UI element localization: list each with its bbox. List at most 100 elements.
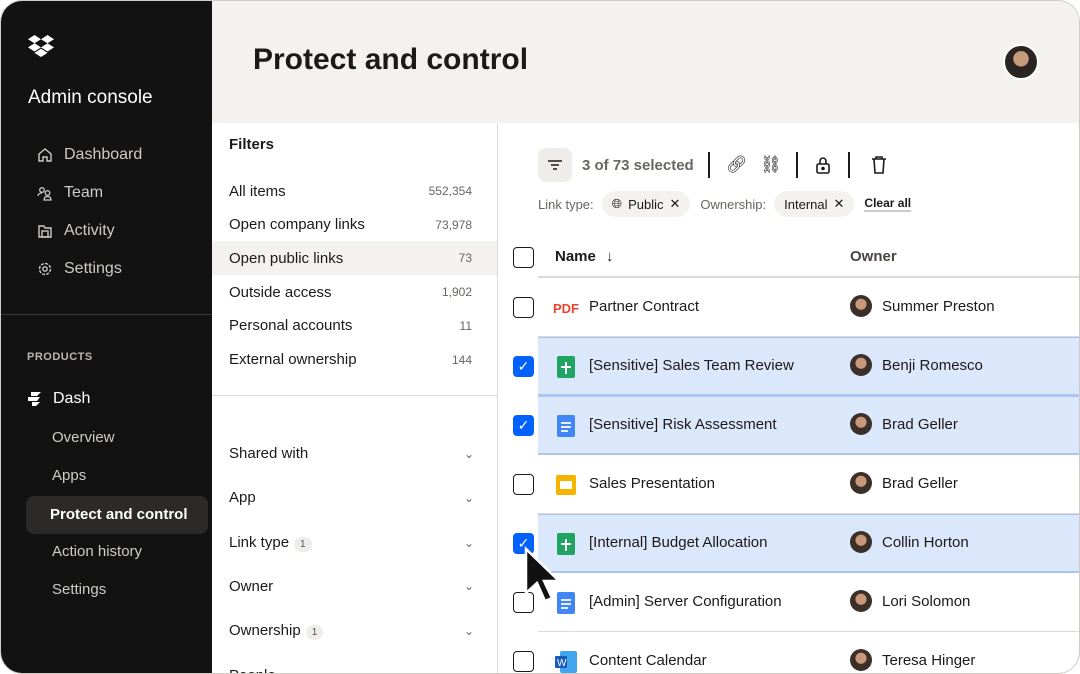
user-avatar[interactable]: [1003, 44, 1039, 80]
file-name[interactable]: [Admin] Server Configuration: [589, 593, 782, 610]
app-title: Admin console: [28, 87, 153, 108]
count-badge: 1: [294, 536, 312, 552]
filter-item[interactable]: Outside access 1,902: [212, 275, 497, 309]
filter-item[interactable]: All items 552,354: [212, 174, 497, 208]
filter-label: Open company links: [229, 216, 365, 234]
select-all-checkbox[interactable]: [513, 247, 534, 268]
owner-column-header[interactable]: Owner: [850, 248, 897, 265]
clear-all-link[interactable]: Clear all: [864, 196, 912, 212]
row-checkbox[interactable]: [513, 592, 534, 613]
nav-activity[interactable]: Activity: [37, 222, 115, 240]
filter-icon: [548, 160, 562, 170]
table-row[interactable]: ✓ [Sensitive] Risk Assessment Brad Geller: [498, 396, 1079, 455]
slides-icon: [556, 475, 576, 495]
filter-button[interactable]: [538, 148, 572, 182]
trash-icon[interactable]: [862, 156, 896, 174]
unlink-icon[interactable]: ⛓︎: [759, 155, 782, 174]
file-name[interactable]: Sales Presentation: [589, 475, 715, 492]
owner-name: Brad Geller: [882, 415, 958, 433]
owner-name: Lori Solomon: [882, 592, 971, 610]
filter-item[interactable]: Open company links 73,978: [212, 208, 497, 242]
dash-icon: [28, 392, 41, 406]
table-row[interactable]: ✓ [Internal] Budget Allocation Collin Hort…: [498, 514, 1079, 573]
document-icon: [557, 415, 575, 437]
avatar: [850, 649, 872, 671]
chevron-down-icon: ⌄: [463, 490, 474, 505]
sub-action-history[interactable]: Action history: [52, 543, 143, 560]
filter-item[interactable]: External ownership 144: [212, 343, 497, 377]
row-checkbox[interactable]: [513, 297, 534, 318]
document-icon: [557, 592, 575, 614]
filters-title: Filters: [229, 136, 275, 153]
products-heading: PRODUCTS: [27, 351, 93, 363]
filter-count: 1,902: [441, 285, 472, 300]
filter-item[interactable]: Open public links 73: [212, 241, 497, 276]
sub-settings[interactable]: Settings: [52, 581, 107, 598]
divider: [1, 314, 212, 315]
sub-protect-and-control[interactable]: Protect and control: [26, 496, 208, 534]
remove-icon[interactable]: ✕: [833, 196, 845, 211]
filter-label: External ownership: [229, 351, 357, 368]
row-checkbox[interactable]: [513, 651, 534, 672]
accordion-filter[interactable]: Ownership 1 ⌄: [229, 622, 474, 641]
row-checkbox[interactable]: ✓: [513, 356, 534, 377]
nav-dashboard[interactable]: Dashboard: [37, 146, 142, 164]
table-row[interactable]: W Content Calendar Teresa Hinger: [498, 632, 1079, 673]
accordion-filter[interactable]: Shared with ⌄: [229, 445, 474, 462]
chip-label: Internal: [784, 196, 828, 212]
filter-count: 73: [458, 251, 472, 266]
owner-name: Benji Romesco: [882, 356, 983, 374]
sub-overview[interactable]: Overview: [52, 429, 115, 446]
nav-label: Team: [64, 184, 104, 201]
filter-count: 144: [451, 352, 472, 367]
row-checkbox[interactable]: [513, 474, 534, 495]
accordion-filter[interactable]: People: [229, 667, 474, 674]
page-header: Protect and control: [212, 1, 1079, 123]
avatar: [850, 295, 872, 317]
nav-team[interactable]: Team: [37, 184, 103, 202]
accordion-label: Ownership: [229, 622, 301, 640]
product-label: Dash: [53, 390, 91, 407]
remove-icon[interactable]: ✕: [669, 196, 681, 211]
accordion-filter[interactable]: App ⌄: [229, 489, 474, 506]
avatar: [850, 472, 872, 494]
chip-public[interactable]: 🌐︎ Public ✕: [601, 191, 691, 217]
sub-apps[interactable]: Apps: [52, 467, 87, 484]
row-checkbox[interactable]: ✓: [513, 533, 534, 554]
file-name[interactable]: Partner Contract: [589, 298, 700, 315]
activity-icon: [38, 225, 52, 238]
toolbar: 3 of 73 selected 🔗︎ ⛓︎: [538, 148, 896, 182]
product-dash[interactable]: Dash: [28, 390, 90, 408]
pdf-icon: PDF: [553, 300, 579, 316]
table-row[interactable]: ✓ [Sensitive] Sales Team Review Benji Rome…: [498, 337, 1079, 396]
selection-count: 3 of 73 selected: [582, 156, 694, 174]
file-name[interactable]: [Sensitive] Risk Assessment: [589, 416, 777, 433]
file-name[interactable]: [Internal] Budget Allocation: [589, 534, 768, 551]
name-column-header[interactable]: Name ↓: [555, 248, 614, 265]
file-name[interactable]: Content Calendar: [589, 652, 707, 669]
owner-name: Teresa Hinger: [882, 651, 976, 669]
table-row[interactable]: Sales Presentation Brad Geller: [498, 455, 1079, 514]
page-title: Protect and control: [253, 43, 529, 76]
globe-icon: 🌐︎: [611, 196, 623, 211]
link-icon[interactable]: 🔗︎: [725, 155, 748, 174]
nav-settings[interactable]: Settings: [37, 260, 122, 278]
chip-internal[interactable]: Internal ✕: [774, 191, 855, 217]
sort-arrow-down-icon: ↓: [606, 248, 614, 265]
chevron-down-icon: ⌄: [463, 624, 474, 639]
gear-icon: [38, 262, 52, 276]
main-content: 3 of 73 selected 🔗︎ ⛓︎ Link type: 🌐︎ Publ…: [498, 123, 1079, 673]
row-checkbox[interactable]: ✓: [513, 415, 534, 436]
accordion-label: Shared with: [229, 445, 309, 462]
file-name[interactable]: [Sensitive] Sales Team Review: [589, 357, 794, 374]
accordion-filter[interactable]: Owner ⌄: [229, 578, 474, 595]
lock-icon[interactable]: [806, 156, 840, 174]
chevron-down-icon: ⌄: [463, 446, 474, 461]
avatar: [850, 354, 872, 376]
accordion-filter[interactable]: Link type 1 ⌄: [229, 534, 474, 552]
table-row[interactable]: PDF Partner Contract Summer Preston: [498, 278, 1079, 337]
owner-name: Summer Preston: [882, 297, 995, 315]
filter-item[interactable]: Personal accounts 11: [212, 309, 497, 343]
table-row[interactable]: [Admin] Server Configuration Lori Solomon: [498, 573, 1079, 632]
